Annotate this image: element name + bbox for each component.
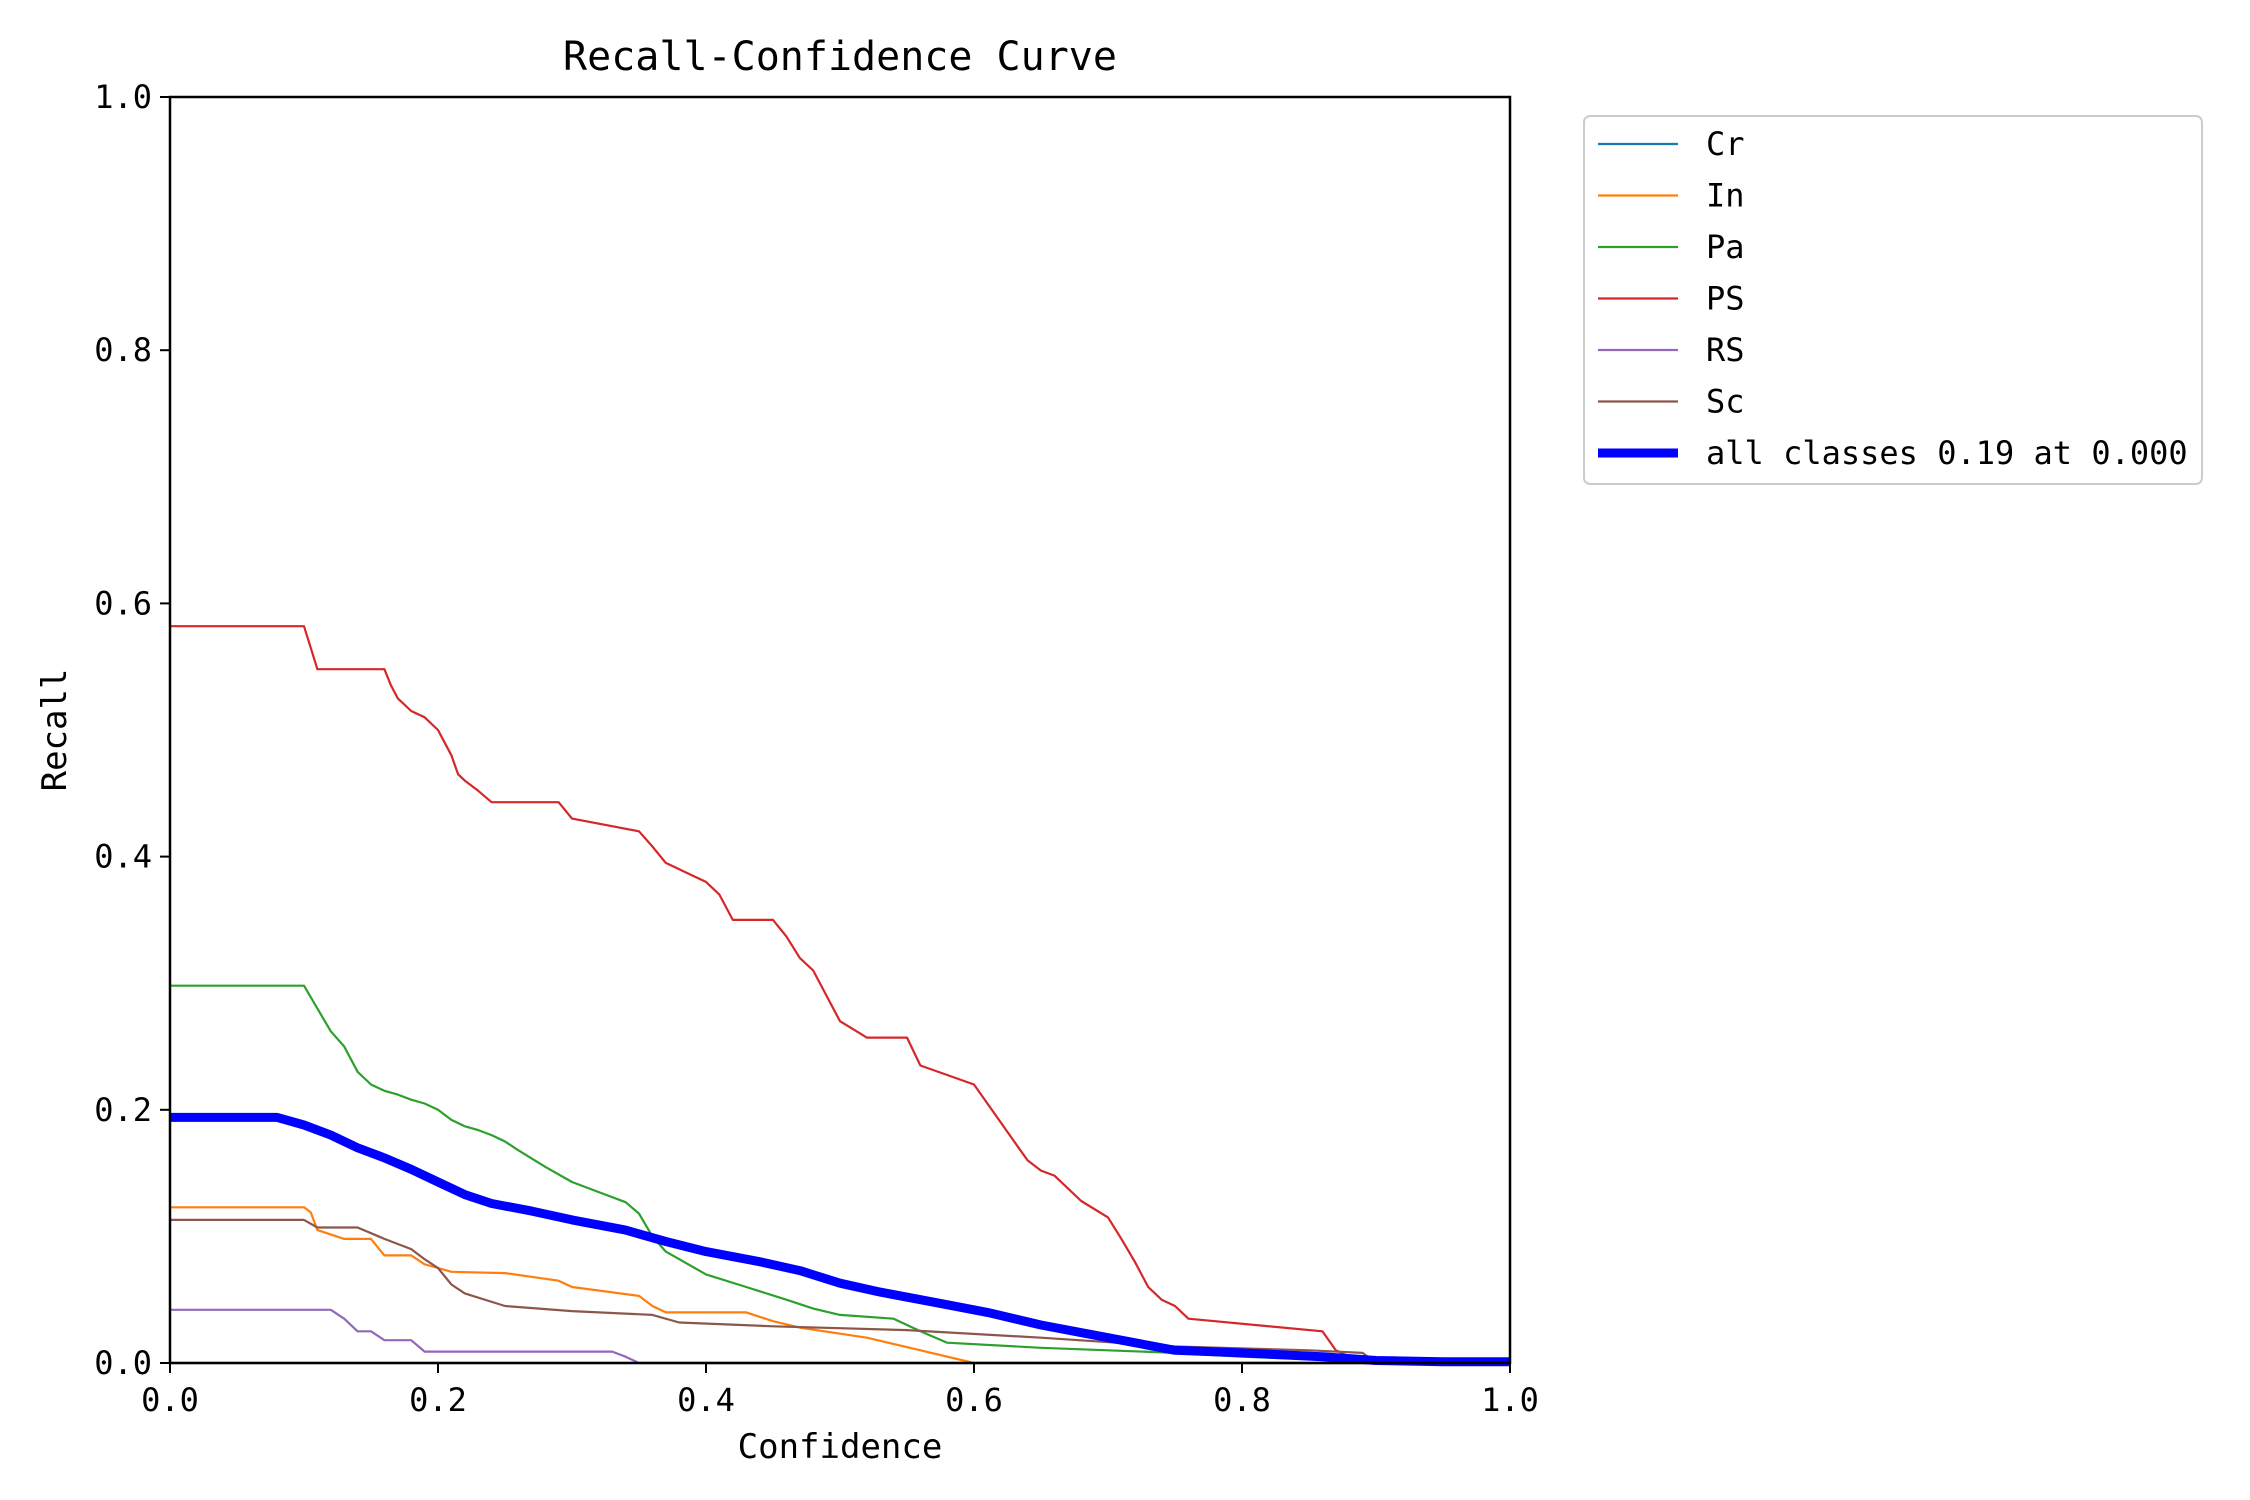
x-tick-label: 1.0 (1481, 1381, 1539, 1419)
y-tick-label: 0.8 (94, 331, 152, 369)
legend-label-pa: Pa (1706, 228, 1745, 266)
legend-label-in: In (1706, 177, 1745, 215)
y-axis-label: Recall (35, 669, 75, 792)
legend-label-cr: Cr (1706, 125, 1745, 163)
y-tick-label: 1.0 (94, 78, 152, 116)
plot-area (170, 625, 1511, 1367)
legend-label-ps: PS (1706, 280, 1745, 318)
chart-title: Recall-Confidence Curve (563, 34, 1117, 80)
series-line-all (170, 1112, 1510, 1367)
x-tick-label: 0.0 (141, 1381, 199, 1419)
series-line-pa (170, 984, 1511, 1362)
y-tick-label: 0.6 (94, 584, 152, 622)
series-line-ps (170, 625, 1511, 1365)
legend: Cr In Pa PS RS Sc all classes 0.19 at 0.000 (1583, 115, 2203, 485)
legend-label-sc: Sc (1706, 383, 1745, 421)
x-tick-label: 0.2 (409, 1381, 467, 1419)
x-tick-label: 0.8 (1213, 1381, 1271, 1419)
legend-frame (1583, 115, 2203, 485)
x-axis-label: Confidence (738, 1427, 943, 1467)
axes-frame (168, 95, 1512, 1365)
y-tick-label: 0.0 (94, 1344, 152, 1382)
y-axis-ticks: 0.0 0.2 0.4 0.6 0.8 1.0 (94, 78, 170, 1382)
legend-label-rs: RS (1706, 331, 1745, 369)
x-tick-label: 0.4 (677, 1381, 735, 1419)
series-line-in (170, 1206, 1510, 1365)
y-tick-label: 0.4 (94, 838, 152, 876)
series-line-rs (170, 1308, 1510, 1365)
legend-label-all: all classes 0.19 at 0.000 (1706, 434, 2188, 472)
x-axis-ticks: 0.0 0.2 0.4 0.6 0.8 1.0 (141, 1363, 1539, 1419)
y-tick-label: 0.2 (94, 1091, 152, 1129)
x-tick-label: 0.6 (945, 1381, 1003, 1419)
